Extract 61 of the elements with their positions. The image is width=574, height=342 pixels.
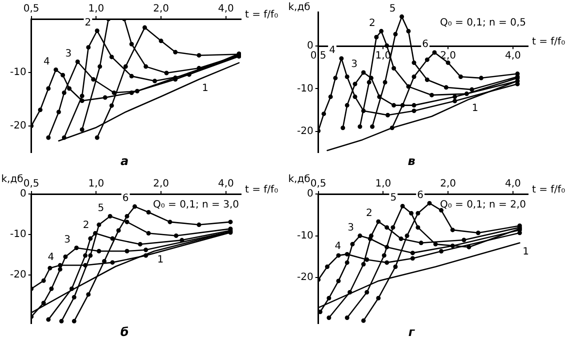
x-axis-title: t = f/f₀ (245, 184, 278, 196)
series-label: 3 (348, 222, 354, 234)
series-label: 5 (390, 192, 397, 204)
text: б (120, 324, 129, 339)
series-label: 2 (366, 208, 372, 220)
series-label: 4 (48, 252, 54, 263)
y-tick-label: -20 (296, 126, 314, 137)
series-label: 6 (422, 39, 428, 50)
x-tick-label: 0,5 (310, 178, 326, 190)
y-axis-title: k,дб (288, 2, 310, 13)
x-tick-label: 1,0 (88, 178, 104, 190)
y-axis-title: k,дб (288, 174, 310, 185)
x-tick-label: 4,0 (218, 4, 234, 15)
x-axis-title: t = f/f₀ (245, 10, 278, 21)
y-tick-label: 0 (306, 40, 314, 52)
series-label: 4 (334, 240, 342, 252)
series-label: 6 (417, 190, 424, 201)
series-label: 1 (202, 82, 208, 94)
y-tick-label: -10 (10, 229, 26, 240)
y-axis-title: k,дб (1, 174, 24, 185)
x-axis-title: t = f/f₀ (532, 36, 566, 48)
x-tick-label: 1,0 (88, 4, 104, 15)
x-tick-label: 4,0 (218, 178, 234, 190)
y-tick-label: -20 (10, 270, 26, 281)
text: г (408, 324, 416, 339)
series-label: 1 (157, 254, 164, 266)
y-tick-label: 0 (306, 188, 314, 200)
text: а (120, 154, 129, 168)
series-label: 5 (98, 202, 104, 214)
series-label: 4 (329, 45, 336, 56)
x-tick-label: 2,0 (153, 4, 170, 15)
x-tick-label: 4,0 (504, 50, 521, 62)
y-tick-label: -10 (10, 67, 26, 78)
series-label: 4 (44, 56, 50, 68)
series-label: 6 (122, 193, 129, 204)
series-label: 2 (84, 17, 92, 28)
x-tick-label: 2,0 (153, 178, 170, 190)
y-tick-label: 0 (20, 188, 26, 200)
text: в (408, 154, 416, 168)
series-label: 2 (368, 18, 376, 29)
series-label: 3 (351, 59, 358, 70)
x-tick-label: 0,5 (23, 178, 40, 190)
x-tick-label: 4,0 (504, 178, 521, 190)
annotation: Q₀ = 0,1; n = 2,0 (440, 200, 526, 211)
x-tick-label: 2,0 (440, 50, 456, 62)
series-label: 3 (64, 234, 70, 246)
y-tick-label: -10 (296, 230, 314, 242)
y-tick-label: -20 (10, 120, 26, 132)
x-axis-title: t = f/f₀ (532, 184, 566, 196)
series-label: 1 (472, 102, 478, 114)
series-label: 1 (522, 246, 530, 258)
annotation: Q₀ = 0,1; n = 3,0 (152, 200, 239, 211)
annotation: Q₀ = 0,1; n = 0,5 (440, 18, 526, 29)
x-tick-label: 1,0 (375, 178, 392, 190)
x-tick-label: 0,5 (23, 4, 40, 15)
series-label: 3 (65, 48, 72, 60)
series-label: 2 (82, 220, 90, 231)
y-tick-label: -10 (296, 83, 314, 94)
y-tick-label: -20 (296, 272, 314, 284)
x-tick-label: 2,0 (440, 178, 456, 190)
series-label: 5 (389, 3, 396, 14)
